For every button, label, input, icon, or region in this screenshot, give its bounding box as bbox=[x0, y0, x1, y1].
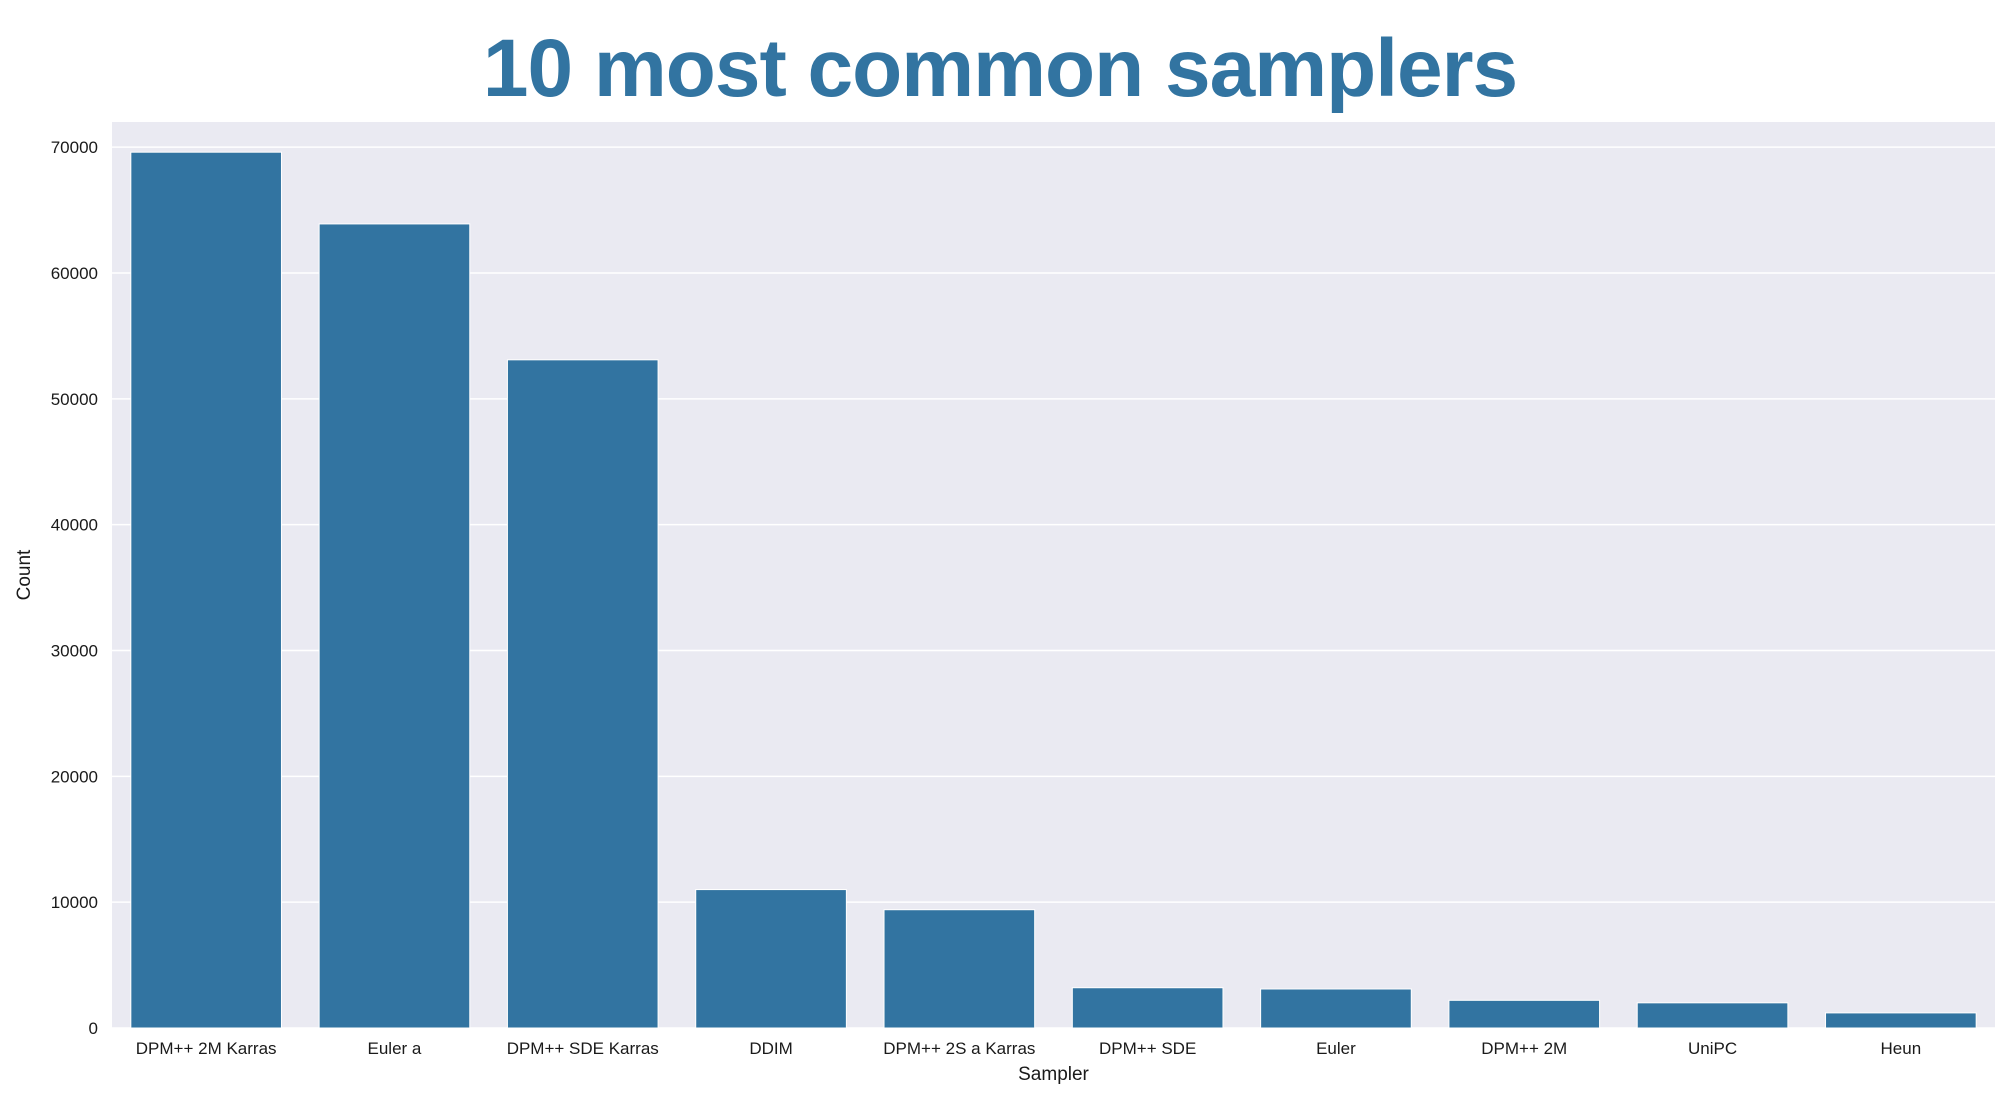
y-tick-label: 20000 bbox=[51, 767, 98, 786]
bar bbox=[1636, 1002, 1789, 1029]
bars bbox=[130, 151, 1977, 1029]
x-tick-label: DPM++ 2S a Karras bbox=[883, 1039, 1035, 1058]
x-tick-label: DDIM bbox=[749, 1039, 792, 1058]
bar bbox=[1071, 987, 1224, 1029]
y-tick-label: 70000 bbox=[51, 138, 98, 157]
chart-title: 10 most common samplers bbox=[482, 23, 1518, 114]
x-tick-label: DPM++ 2M Karras bbox=[136, 1039, 277, 1058]
y-axis-label: Count bbox=[14, 549, 35, 600]
y-tick-label: 10000 bbox=[51, 893, 98, 912]
x-axis-ticks: DPM++ 2M Karras Euler a DPM++ SDE Karras DD… bbox=[136, 1039, 1921, 1058]
y-axis-ticks: 0 10000 20000 30000 40000 50000 60000 70000 bbox=[51, 138, 98, 1038]
x-tick-label: Euler bbox=[1316, 1039, 1356, 1058]
x-axis-label: Sampler bbox=[1018, 1064, 1089, 1085]
y-tick-label: 40000 bbox=[51, 516, 98, 535]
x-tick-label: DPM++ SDE Karras bbox=[507, 1039, 659, 1058]
bar bbox=[506, 359, 659, 1029]
bar bbox=[883, 909, 1036, 1029]
bar bbox=[1260, 988, 1412, 1029]
bar bbox=[695, 889, 847, 1029]
x-tick-label: DPM++ 2M bbox=[1481, 1039, 1567, 1058]
x-tick-label: UniPC bbox=[1688, 1039, 1737, 1058]
bar bbox=[130, 151, 282, 1029]
y-tick-label: 30000 bbox=[51, 642, 98, 661]
bar bbox=[1825, 1012, 1977, 1029]
x-tick-label: DPM++ SDE bbox=[1099, 1039, 1196, 1058]
y-tick-label: 0 bbox=[89, 1019, 98, 1038]
x-tick-label: Heun bbox=[1881, 1039, 1922, 1058]
y-tick-label: 50000 bbox=[51, 390, 98, 409]
x-tick-label: Euler a bbox=[368, 1039, 422, 1058]
bar bbox=[318, 223, 471, 1029]
y-tick-label: 60000 bbox=[51, 264, 98, 283]
bar bbox=[1448, 999, 1601, 1029]
